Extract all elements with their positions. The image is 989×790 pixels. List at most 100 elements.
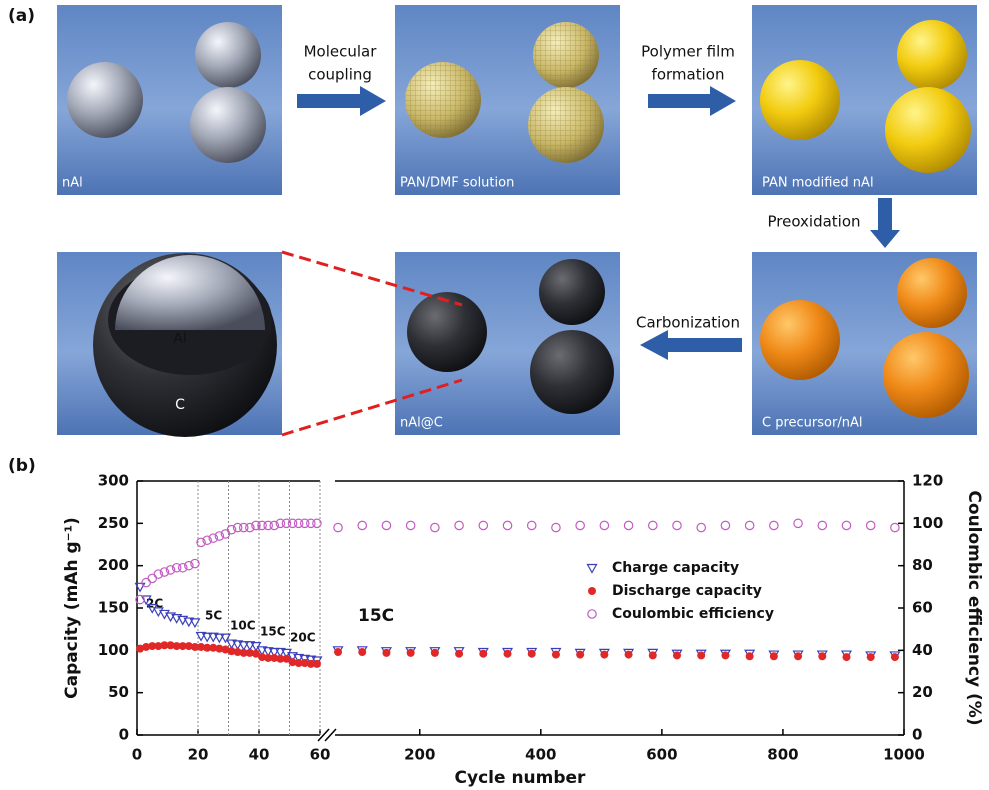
data-point xyxy=(576,521,584,529)
data-point xyxy=(160,610,169,618)
data-point xyxy=(358,521,366,529)
x-tick-label: 60 xyxy=(310,746,331,764)
y2-tick-label: 80 xyxy=(912,556,933,574)
legend-label: Coulombic efficiency xyxy=(612,606,774,622)
data-point xyxy=(479,650,487,658)
image-caption: nAl xyxy=(62,176,83,191)
sphere xyxy=(407,292,487,372)
data-point xyxy=(479,521,487,529)
x-tick-label: 800 xyxy=(767,746,798,764)
x-tick-label: 20 xyxy=(188,746,209,764)
step-label: Molecular xyxy=(304,43,378,61)
data-point xyxy=(528,650,536,658)
data-point xyxy=(697,523,705,531)
data-point xyxy=(142,578,150,586)
annotation: 15C xyxy=(358,606,394,626)
data-point xyxy=(407,649,415,657)
y2-tick-label: 20 xyxy=(912,683,933,701)
sphere xyxy=(760,60,840,140)
x-tick-label: 200 xyxy=(404,746,435,764)
inset-label: C xyxy=(175,397,185,413)
data-point xyxy=(649,521,657,529)
y-tick-label: 200 xyxy=(98,556,129,574)
data-point xyxy=(215,634,224,642)
data-point xyxy=(891,653,899,661)
data-point xyxy=(818,652,826,660)
mesh xyxy=(533,22,599,88)
data-point xyxy=(203,633,212,641)
data-point xyxy=(334,523,342,531)
sphere xyxy=(539,259,605,325)
step-label: formation xyxy=(652,66,725,84)
arrow xyxy=(870,198,900,248)
data-point xyxy=(334,648,342,656)
x-axis-label: Cycle number xyxy=(455,768,587,788)
sphere xyxy=(195,22,261,88)
data-point xyxy=(600,521,608,529)
data-point xyxy=(382,521,390,529)
mesh xyxy=(405,62,481,138)
panel-a: (a) nAl PAN/DMF solution PAN modified nA… xyxy=(8,5,977,437)
annotation: 10C xyxy=(230,619,256,633)
sphere xyxy=(67,62,143,138)
panel-label: (b) xyxy=(8,456,36,476)
data-point xyxy=(552,523,560,531)
data-point xyxy=(503,521,511,529)
image-caption: PAN modified nAl xyxy=(762,176,874,191)
data-point xyxy=(552,651,560,659)
legend-marker xyxy=(588,587,596,595)
mesh xyxy=(528,87,604,163)
data-point xyxy=(794,652,802,660)
legend-marker xyxy=(588,610,596,618)
data-point xyxy=(746,652,754,660)
annotation: 5C xyxy=(205,609,222,623)
data-point xyxy=(721,521,729,529)
image-caption: PAN/DMF solution xyxy=(400,176,514,191)
arrow xyxy=(297,86,386,116)
data-point xyxy=(673,521,681,529)
y-tick-label: 0 xyxy=(119,726,129,744)
data-point xyxy=(504,650,512,658)
legend-label: Charge capacity xyxy=(612,560,739,576)
panel-b: (b) Cycle number Capacity (mAh g⁻¹) Coul… xyxy=(8,456,984,788)
y2-tick-label: 120 xyxy=(912,472,943,490)
image-caption: nAl@C xyxy=(400,416,443,431)
data-point xyxy=(867,521,875,529)
data-point xyxy=(818,521,826,529)
legend-label: Discharge capacity xyxy=(612,583,762,599)
data-point xyxy=(770,521,778,529)
y2-tick-label: 100 xyxy=(912,514,943,532)
data-point xyxy=(770,652,778,660)
data-point xyxy=(528,521,536,529)
y2-tick-label: 0 xyxy=(912,726,922,744)
x-tick-label: 0 xyxy=(132,746,142,764)
data-point xyxy=(721,651,729,659)
data-point xyxy=(313,660,321,668)
data-point xyxy=(625,651,633,659)
x-tick-label: 400 xyxy=(525,746,556,764)
data-point xyxy=(358,648,366,656)
data-point xyxy=(624,521,632,529)
sphere xyxy=(530,330,614,414)
y-axis-label: Capacity (mAh g⁻¹) xyxy=(62,517,82,699)
x-tick-label: 1000 xyxy=(883,746,925,764)
annotation: 20C xyxy=(290,631,316,645)
data-point xyxy=(431,523,439,531)
x-tick-label: 600 xyxy=(646,746,677,764)
data-point xyxy=(148,574,156,582)
data-point xyxy=(239,642,248,650)
image-caption: C precursor/nAl xyxy=(762,416,862,431)
panel-label: (a) xyxy=(8,6,35,26)
y-tick-label: 50 xyxy=(108,683,129,701)
sphere xyxy=(897,20,967,90)
data-point xyxy=(455,650,463,658)
data-point xyxy=(431,649,439,657)
sphere xyxy=(883,332,969,418)
data-point xyxy=(576,651,584,659)
data-point xyxy=(455,521,463,529)
y2-tick-label: 60 xyxy=(912,599,933,617)
x-tick-label: 40 xyxy=(249,746,270,764)
data-point xyxy=(842,653,850,661)
y-tick-label: 100 xyxy=(98,641,129,659)
data-point xyxy=(891,523,899,531)
